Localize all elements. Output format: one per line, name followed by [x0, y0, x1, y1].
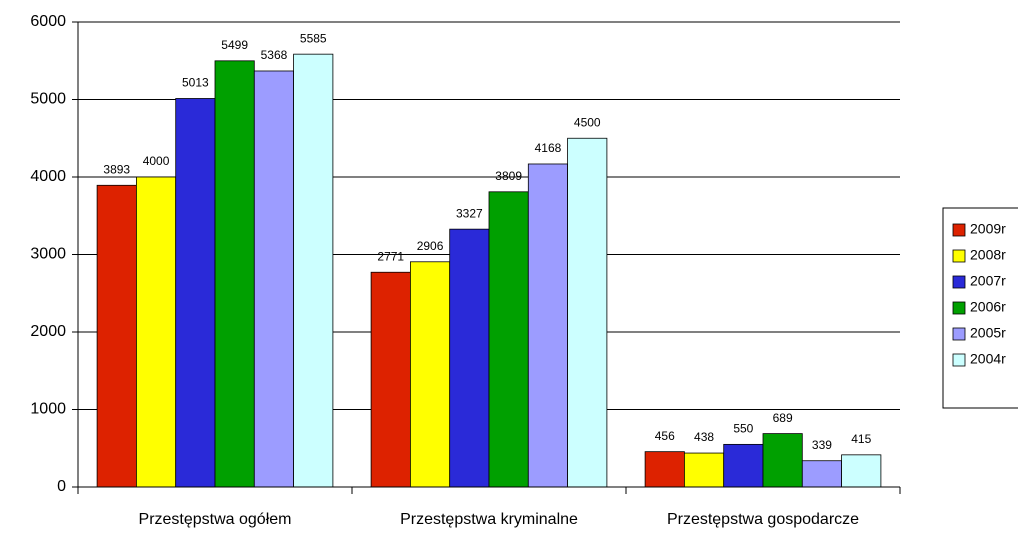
- bar: [841, 454, 882, 488]
- y-tick-label: 2000: [30, 323, 66, 340]
- y-tick-label: 6000: [30, 13, 66, 30]
- legend-label: 2007r: [970, 273, 1006, 289]
- bar: [684, 452, 725, 488]
- bar: [214, 60, 255, 488]
- value-label: 2906: [417, 239, 444, 253]
- legend-label: 2006r: [970, 299, 1006, 315]
- legend-swatch: [952, 275, 966, 289]
- value-label: 4168: [535, 141, 562, 155]
- bar: [370, 271, 411, 488]
- value-label: 3327: [456, 206, 483, 220]
- value-label: 415: [851, 432, 871, 446]
- bar: [723, 443, 764, 488]
- value-label: 339: [812, 438, 832, 452]
- bar: [801, 460, 842, 488]
- value-label: 438: [694, 430, 714, 444]
- y-tick-label: 1000: [30, 401, 66, 418]
- x-tick-label: Przestępstwa ogółem: [138, 511, 292, 528]
- bar: [762, 433, 803, 488]
- value-label: 5013: [182, 76, 209, 90]
- y-tick-label: 4000: [30, 168, 66, 185]
- x-tick-label: Przestępstwa kryminalne: [400, 511, 578, 528]
- bar: [567, 137, 608, 488]
- value-label: 2771: [377, 249, 404, 263]
- value-label: 5585: [300, 31, 327, 45]
- bar: [135, 176, 177, 488]
- legend-swatch: [952, 353, 966, 367]
- y-tick-label: 0: [57, 478, 66, 495]
- legend-label: 2009r: [970, 221, 1006, 237]
- legend-label: 2008r: [970, 247, 1006, 263]
- bar: [96, 184, 137, 488]
- bar: [449, 228, 490, 488]
- legend-swatch: [952, 327, 966, 341]
- value-label: 3893: [103, 162, 130, 176]
- value-label: 3809: [495, 169, 522, 183]
- bar: [175, 98, 216, 488]
- y-tick-label: 3000: [30, 246, 66, 263]
- bar: [488, 191, 529, 488]
- value-label: 550: [733, 422, 753, 436]
- value-label: 689: [773, 411, 793, 425]
- legend-swatch: [952, 301, 966, 315]
- bar: [253, 70, 295, 488]
- bar: [293, 53, 334, 488]
- bar: [644, 451, 685, 488]
- legend-swatch: [952, 249, 966, 263]
- value-label: 456: [655, 429, 675, 443]
- value-label: 5499: [221, 38, 248, 52]
- bar: [527, 163, 568, 488]
- bar: [409, 261, 451, 488]
- legend-label: 2004r: [970, 351, 1006, 367]
- value-label: 4000: [143, 154, 170, 168]
- legend-swatch: [952, 223, 966, 237]
- value-label: 5368: [261, 48, 288, 62]
- value-label: 4500: [574, 115, 601, 129]
- legend-label: 2005r: [970, 325, 1006, 341]
- x-tick-label: Przestępstwa gospodarcze: [666, 511, 860, 528]
- y-tick-label: 5000: [30, 91, 66, 108]
